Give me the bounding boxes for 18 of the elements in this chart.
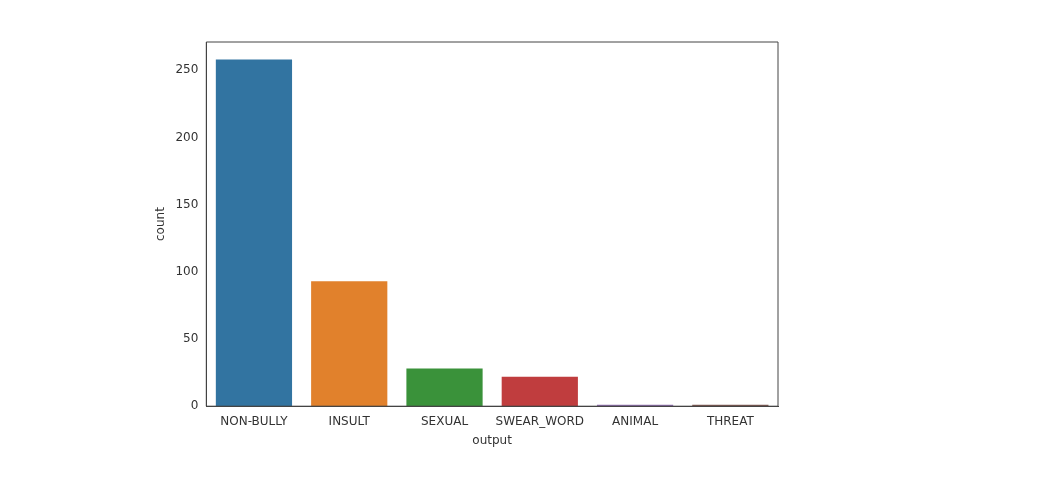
x-tick-label: SEXUAL (420, 413, 469, 428)
y-tick-label: 0 (190, 398, 199, 413)
bar (501, 376, 578, 407)
x-tick-label: INSULT (328, 413, 371, 428)
x-tick-label: SWEAR_WORD (495, 413, 585, 428)
x-tick-label: ANIMAL (612, 413, 659, 428)
x-tick-label: NON-BULLY (220, 413, 289, 428)
x-tick-label: THREAT (705, 413, 755, 428)
y-tick-label: 100 (175, 263, 199, 278)
bar (311, 281, 388, 407)
y-tick-label: 150 (175, 196, 199, 211)
y-tick-label: 250 (175, 62, 199, 77)
bar (215, 59, 293, 407)
bar (406, 368, 483, 407)
y-tick-label: 50 (183, 331, 199, 346)
y-tick-label: 200 (175, 129, 199, 144)
y-axis-title: count (153, 206, 168, 242)
x-axis-title: output (472, 432, 513, 447)
